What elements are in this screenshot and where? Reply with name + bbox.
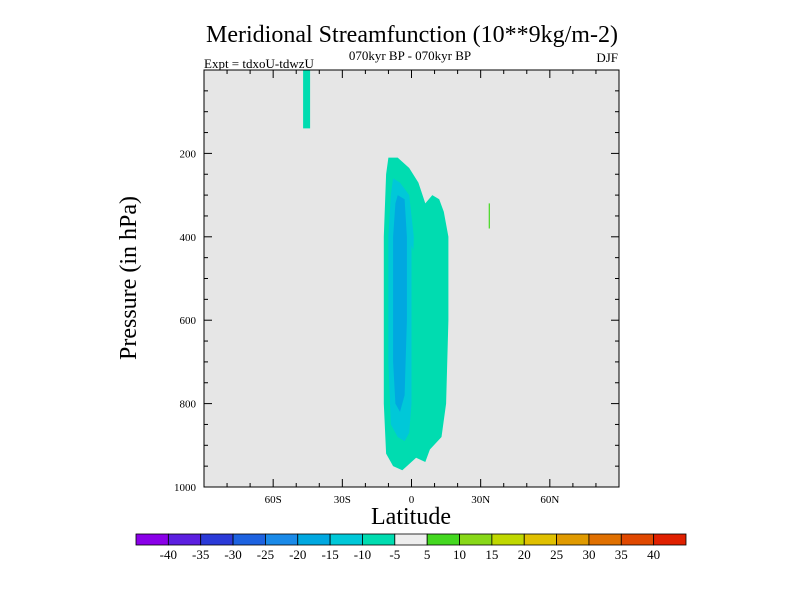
colorbar-swatch <box>329 533 363 546</box>
colorbar-swatch <box>523 533 557 546</box>
colorbar-label: 5 <box>424 547 431 562</box>
experiment-label: Expt = tdxoU-tdwzU <box>204 56 314 71</box>
colorbar: -40 -35 -30 -25 -20 -15 -10 -5 5 10 15 20 25 30 35 40 <box>135 533 687 562</box>
colorbar-swatch <box>459 533 493 546</box>
colorbar-swatch <box>588 533 622 546</box>
x-tick-label: 60S <box>265 494 282 506</box>
colorbar-swatch <box>167 533 202 546</box>
colorbar-label: 10 <box>453 547 466 562</box>
colorbar-label: 15 <box>485 547 498 562</box>
colorbar-swatch <box>653 533 687 546</box>
y-tick-label: 600 <box>180 315 197 327</box>
colorbar-swatch <box>265 533 299 546</box>
colorbar-swatch <box>362 533 396 546</box>
contour-region-0 <box>303 70 311 129</box>
axis-ticks: 60S 30S 0 30N 60N 200 400 600 800 1000 <box>174 70 619 506</box>
colorbar-label: -35 <box>192 547 209 562</box>
colorbar-swatch <box>426 533 460 546</box>
colorbar-swatch <box>200 533 234 546</box>
contour-region-5 <box>488 203 490 229</box>
colorbar-swatch <box>135 533 169 546</box>
colorbar-label: 30 <box>582 547 595 562</box>
colorbar-swatch <box>394 533 428 546</box>
x-tick-label: 60N <box>540 494 559 506</box>
colorbar-label: -15 <box>321 547 338 562</box>
x-axis-label: Latitude <box>371 504 451 530</box>
y-tick-label: 800 <box>180 399 197 411</box>
y-tick-label: 200 <box>180 148 197 160</box>
contour-region-4 <box>411 245 426 429</box>
contour-region-3 <box>393 195 407 412</box>
colorbar-label: 35 <box>615 547 628 562</box>
colorbar-swatch <box>297 533 331 546</box>
colorbar-swatch <box>620 533 655 546</box>
x-tick-label: 0 <box>409 494 415 506</box>
chart-title: Meridional Streamfunction (10**9kg/m-2) <box>206 22 618 48</box>
colorbar-swatch <box>491 533 525 546</box>
colorbar-label: 25 <box>550 547 563 562</box>
colorbar-label: -25 <box>257 547 274 562</box>
colorbar-label: 20 <box>518 547 531 562</box>
colorbar-label: -10 <box>354 547 371 562</box>
season-label: DJF <box>596 50 618 65</box>
colorbar-label: 40 <box>647 547 660 562</box>
chart-subtitle: 070kyr BP - 070kyr BP <box>349 48 471 63</box>
colorbar-label: -5 <box>389 547 400 562</box>
contour-regions <box>303 70 490 471</box>
y-tick-label: 400 <box>180 232 197 244</box>
colorbar-label: -30 <box>224 547 241 562</box>
colorbar-swatch <box>556 533 590 546</box>
x-tick-label: 30S <box>334 494 351 506</box>
colorbar-label: -40 <box>160 547 177 562</box>
x-tick-label: 30N <box>471 494 490 506</box>
colorbar-swatch <box>232 533 266 546</box>
colorbar-label: -20 <box>289 547 306 562</box>
y-tick-label: 1000 <box>174 482 197 494</box>
y-axis-label: Pressure (in hPa) <box>116 196 142 360</box>
